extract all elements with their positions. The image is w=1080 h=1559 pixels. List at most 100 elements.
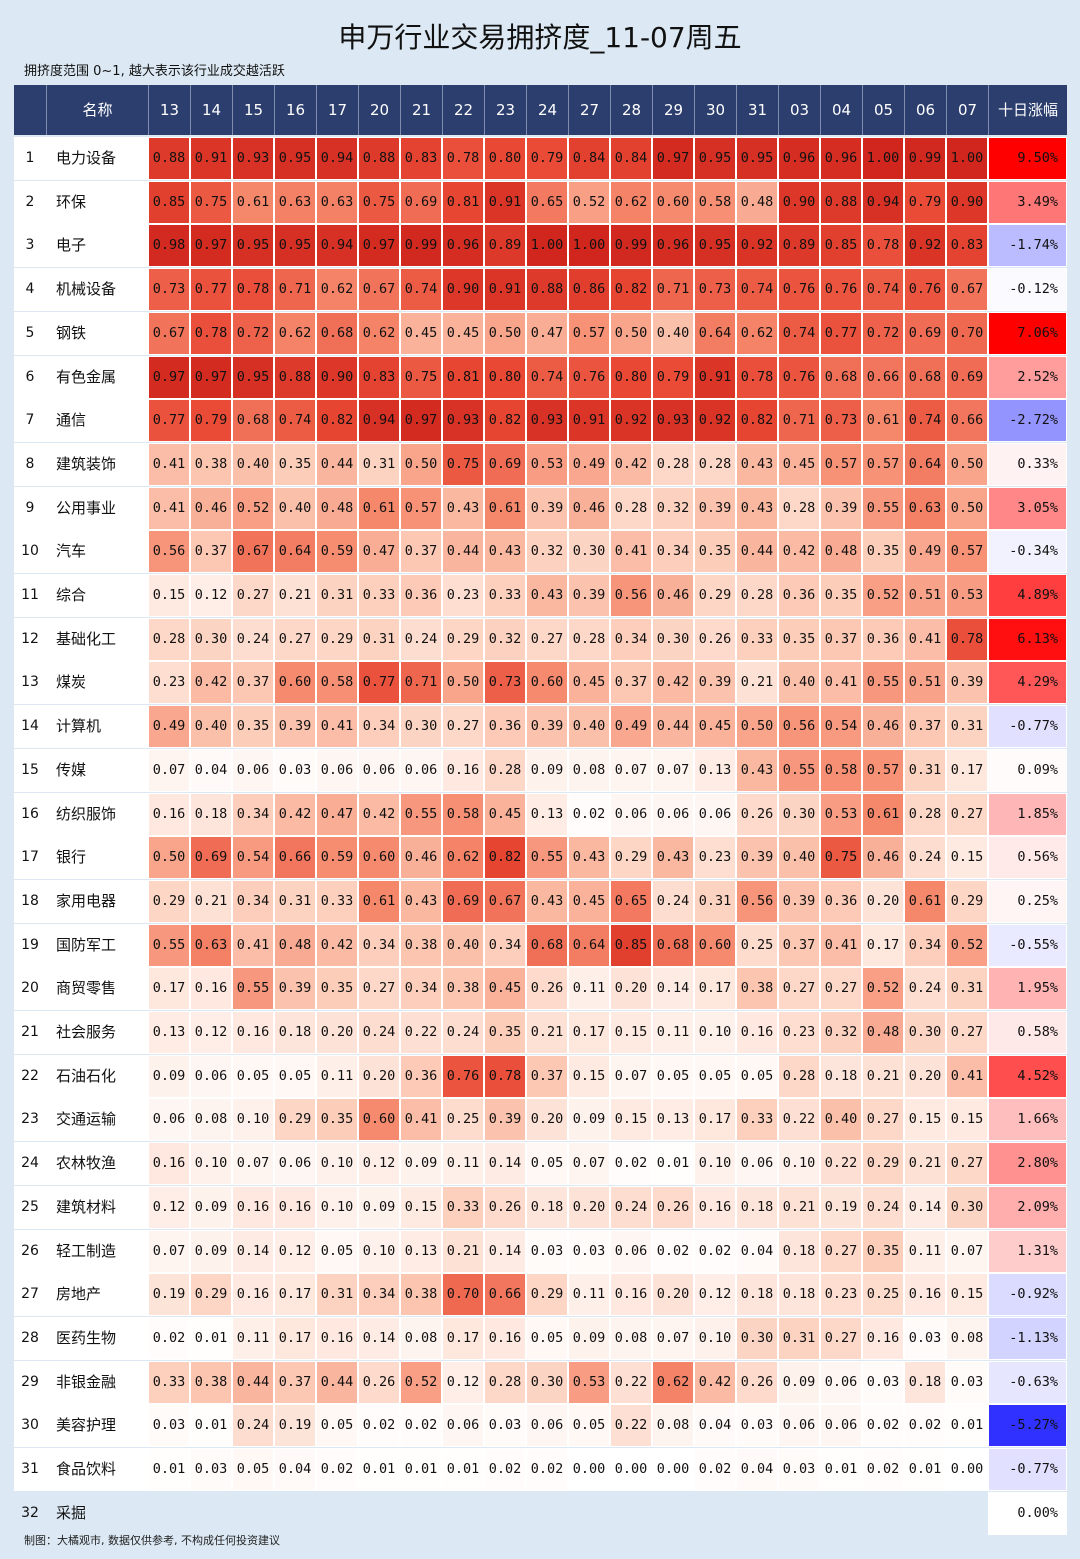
heatmap-cell: 0.06 xyxy=(820,1360,862,1404)
heatmap-cell: 0.57 xyxy=(862,748,904,792)
heatmap-cell: 0.14 xyxy=(484,1229,526,1273)
heatmap-cell: 0.68 xyxy=(904,355,946,399)
heatmap-cell: 0.36 xyxy=(862,617,904,661)
heatmap-cell: 0.42 xyxy=(316,923,358,967)
table-row xyxy=(14,311,148,355)
heatmap-cell: 0.46 xyxy=(862,705,904,749)
heatmap-cell: 0.07 xyxy=(568,1142,610,1186)
heatmap-cell: 0.88 xyxy=(820,180,862,224)
heatmap-cell: 0.44 xyxy=(316,442,358,486)
heatmap-cell: 0.44 xyxy=(652,705,694,749)
heatmap-cell: 0.38 xyxy=(442,967,484,1011)
table-row xyxy=(14,836,148,880)
heatmap-cell: 0.06 xyxy=(232,748,274,792)
heatmap-cell: 0.43 xyxy=(652,836,694,880)
heatmap-cell: 0.13 xyxy=(526,792,568,836)
heatmap-cell: 0.82 xyxy=(484,399,526,443)
heatmap-cell: 0.79 xyxy=(526,137,568,180)
heatmap-cell: 0.68 xyxy=(820,355,862,399)
heatmap-cell: 0.69 xyxy=(946,355,988,399)
row-rank: 10 xyxy=(21,543,39,560)
heatmap-cell: 0.63 xyxy=(190,923,232,967)
industry-name: 综合 xyxy=(56,586,87,604)
heatmap-cell: 0.30 xyxy=(526,1360,568,1404)
heatmap-cell: 0.80 xyxy=(484,355,526,399)
heatmap-cell: 0.00 xyxy=(568,1448,610,1491)
heatmap-cell: 0.02 xyxy=(610,1142,652,1186)
heatmap-cell: 0.22 xyxy=(610,1404,652,1448)
heatmap-cell: 0.52 xyxy=(946,923,988,967)
heatmap-cell: 0.21 xyxy=(736,661,778,705)
heatmap-cell: 0.44 xyxy=(736,530,778,574)
row-rank: 31 xyxy=(21,1461,39,1477)
heatmap-cell: 0.30 xyxy=(946,1185,988,1229)
heatmap-cell: 0.45 xyxy=(694,705,736,749)
heatmap-cell: 0.63 xyxy=(904,486,946,530)
heatmap-cell: 0.30 xyxy=(904,1011,946,1054)
heatmap-cell: 0.26 xyxy=(484,1185,526,1229)
heatmap-cell: 0.24 xyxy=(232,1404,274,1448)
heatmap-cell: 0.37 xyxy=(820,617,862,661)
table-row xyxy=(14,574,148,617)
heatmap-cell: 0.03 xyxy=(274,748,316,792)
row-rank: 27 xyxy=(21,1286,39,1303)
heatmap-cell: 0.57 xyxy=(568,311,610,355)
heatmap-cell: 0.76 xyxy=(820,268,862,312)
industry-name: 电力设备 xyxy=(56,149,117,167)
heatmap-cell: 0.31 xyxy=(274,879,316,923)
heatmap-cell: 0.36 xyxy=(484,705,526,749)
heatmap-cell: 0.02 xyxy=(694,1448,736,1491)
row-rank: 18 xyxy=(21,892,39,909)
heatmap-cell: 0.42 xyxy=(652,661,694,705)
ten-day-change-cell: 2.09% xyxy=(988,1185,1067,1229)
ten-day-change-cell: -5.27% xyxy=(988,1404,1067,1448)
heatmap-cell: 0.16 xyxy=(232,1185,274,1229)
heatmap-cell: 0.57 xyxy=(946,530,988,574)
heatmap-cell: 0.27 xyxy=(232,574,274,617)
heatmap-cell: 0.41 xyxy=(148,442,190,486)
heatmap-cell: 0.60 xyxy=(358,1098,400,1142)
heatmap-cell: 0.03 xyxy=(946,1360,988,1404)
heatmap-cell: 0.62 xyxy=(442,836,484,880)
heatmap-cell: 0.74 xyxy=(274,399,316,443)
heatmap-cell: 0.88 xyxy=(358,137,400,180)
heatmap-cell: 0.78 xyxy=(736,355,778,399)
heatmap-cell: 0.93 xyxy=(652,399,694,443)
industry-name: 环保 xyxy=(56,192,87,211)
ten-day-change-cell: 1.66% xyxy=(988,1098,1067,1142)
heatmap-cell: 0.22 xyxy=(610,1360,652,1404)
heatmap-cell: 0.26 xyxy=(694,617,736,661)
heatmap-cell: 0.47 xyxy=(526,311,568,355)
heatmap-cell: 0.16 xyxy=(484,1316,526,1360)
heatmap-cell: 0.40 xyxy=(190,705,232,749)
industry-name: 农林牧渔 xyxy=(56,1154,117,1173)
heatmap-cell: 0.23 xyxy=(148,661,190,705)
heatmap-cell: 0.67 xyxy=(148,311,190,355)
heatmap-cell: 0.14 xyxy=(358,1316,400,1360)
heatmap-cell: 0.48 xyxy=(274,923,316,967)
heatmap-cell: 0.77 xyxy=(190,268,232,312)
heatmap-cell: 0.89 xyxy=(484,224,526,268)
row-rank: 29 xyxy=(21,1373,39,1390)
heatmap-cell: 0.37 xyxy=(232,661,274,705)
heatmap-cell: 0.07 xyxy=(148,748,190,792)
heatmap-cell: 0.43 xyxy=(526,879,568,923)
heatmap-cell: 0.66 xyxy=(946,399,988,443)
heatmap-cell: 0.31 xyxy=(904,748,946,792)
industry-name: 采掘 xyxy=(56,1503,87,1522)
heatmap-cell: 0.71 xyxy=(274,268,316,312)
date-column-header: 28 xyxy=(610,85,652,135)
heatmap-cell: 0.14 xyxy=(484,1142,526,1186)
heatmap-cell: 0.82 xyxy=(316,399,358,443)
heatmap-cell: 0.45 xyxy=(442,311,484,355)
heatmap-cell: 0.28 xyxy=(568,617,610,661)
row-rank: 17 xyxy=(21,849,39,866)
heatmap-cell: 0.20 xyxy=(316,1011,358,1054)
heatmap-cell: 0.01 xyxy=(148,1448,190,1491)
heatmap-cell: 0.18 xyxy=(820,1054,862,1098)
date-column-header: 15 xyxy=(232,85,274,135)
date-column-header: 29 xyxy=(652,85,694,135)
heatmap-cell: 0.31 xyxy=(778,1316,820,1360)
heatmap-cell: 0.63 xyxy=(274,180,316,224)
footer-note: 制图：大橘观市, 数据仅供参考, 不构成任何投资建议 xyxy=(24,1534,280,1547)
